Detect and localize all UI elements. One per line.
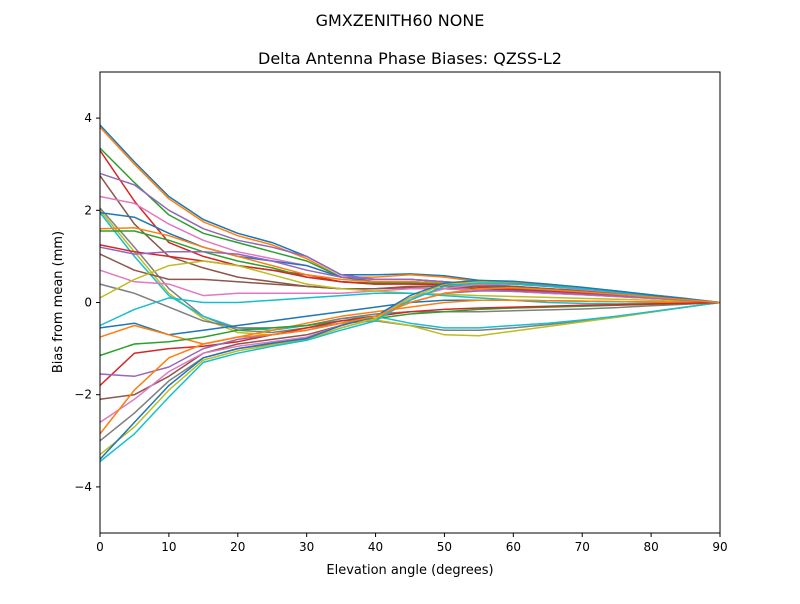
series-line-1 — [99, 124, 721, 304]
x-tick-label: 90 — [712, 540, 727, 554]
x-tick-label: 70 — [575, 540, 590, 554]
series-line-18 — [99, 283, 721, 329]
y-tick-label: −2 — [74, 388, 92, 402]
series-line-31 — [99, 279, 721, 460]
figure-suptitle: GMXZENITH60 NONE — [316, 11, 485, 30]
y-tick-label: 0 — [84, 296, 92, 310]
x-axis-ticks: 0 10 20 30 40 50 60 70 80 90 — [96, 533, 728, 554]
x-tick-label: 50 — [437, 540, 452, 554]
series-line-2 — [99, 126, 721, 304]
series-line-32 — [99, 286, 721, 435]
x-tick-label: 0 — [96, 540, 104, 554]
chart-title: Delta Antenna Phase Biases: QZSS-L2 — [258, 49, 562, 68]
y-tick-label: 4 — [84, 111, 92, 125]
x-tick-label: 40 — [368, 540, 383, 554]
series-lines — [99, 124, 721, 463]
y-axis-ticks: −4 −2 0 2 4 — [74, 111, 100, 494]
series-line-30 — [99, 282, 721, 463]
x-tick-label: 30 — [299, 540, 314, 554]
series-line-9 — [99, 209, 721, 337]
x-tick-label: 10 — [161, 540, 176, 554]
x-tick-label: 60 — [506, 540, 521, 554]
series-line-24 — [99, 301, 721, 387]
x-tick-label: 20 — [230, 540, 245, 554]
y-tick-label: −4 — [74, 480, 92, 494]
y-tick-label: 2 — [84, 203, 92, 217]
series-line-20 — [99, 292, 721, 327]
series-line-10 — [99, 212, 721, 331]
x-axis-label: Elevation angle (degrees) — [326, 563, 493, 578]
y-axis-label: Bias from mean (mm) — [51, 231, 66, 373]
x-tick-label: 80 — [643, 540, 658, 554]
